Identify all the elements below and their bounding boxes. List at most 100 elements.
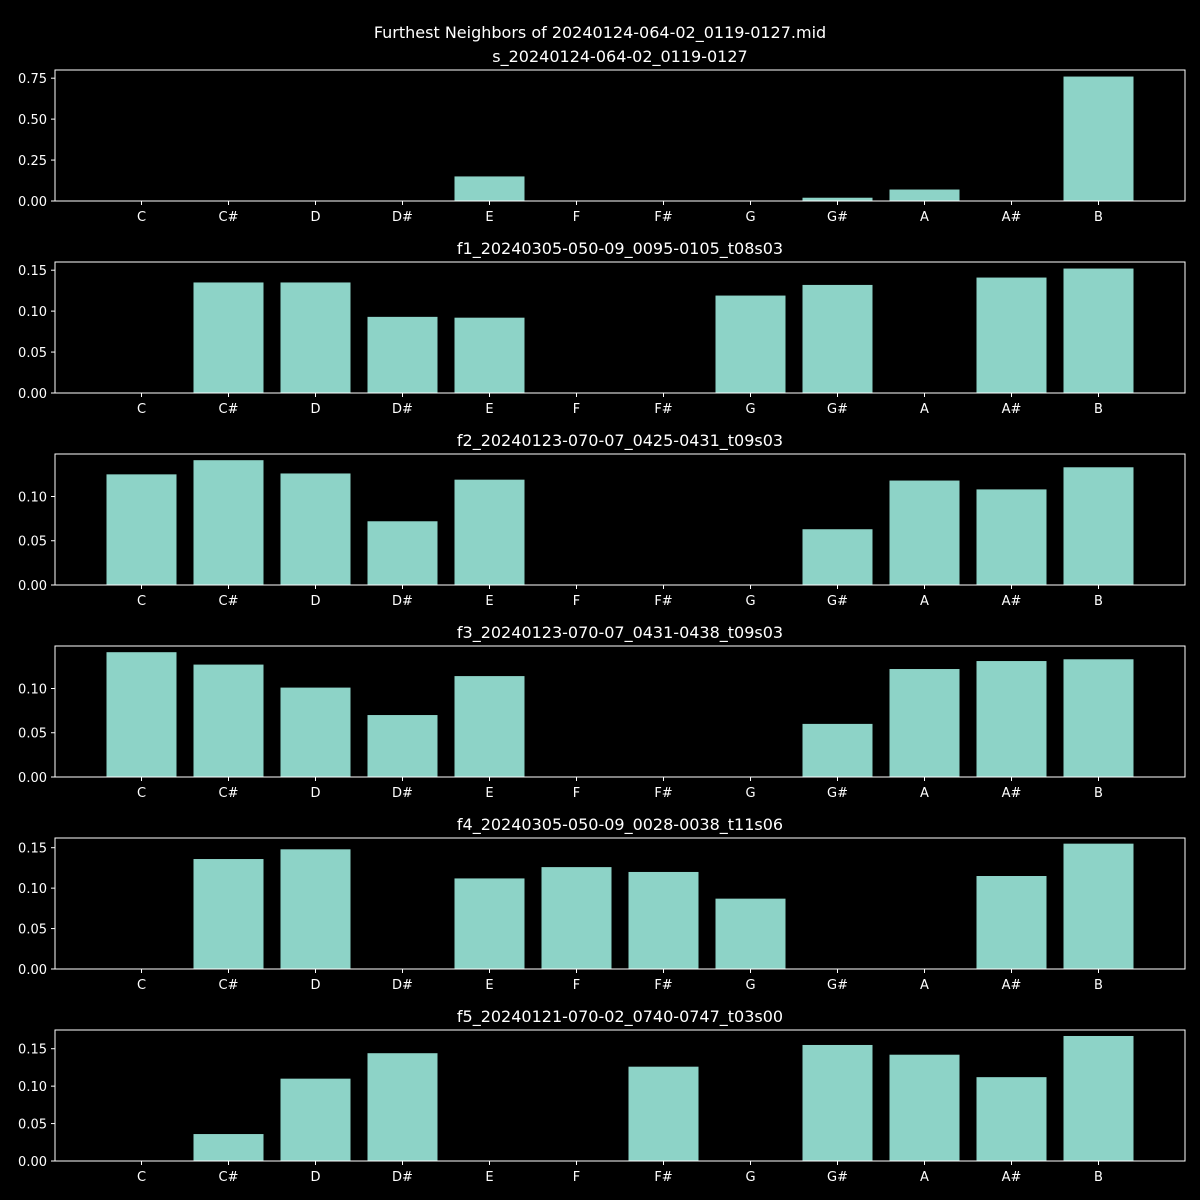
x-tick-label: G# [827, 594, 848, 609]
x-tick-label: G# [827, 786, 848, 801]
subplot-4: f4_20240305-050-09_0028-0038_t11s06 C C# D D… [18, 815, 1186, 993]
x-tick-label: F# [654, 978, 672, 993]
x-tick-label: B [1094, 1170, 1103, 1185]
x-tick-label: B [1094, 786, 1103, 801]
x-tick-label: C# [219, 402, 239, 417]
x-tick-label: G [745, 594, 755, 609]
subplot-title: f3_20240123-070-07_0431-0438_t09s03 [457, 623, 783, 643]
y-tick-label: 0.10 [18, 882, 47, 897]
x-tick-label: D [310, 594, 320, 609]
x-tick-label: C [137, 210, 146, 225]
y-tick-label: 0.10 [18, 490, 47, 505]
x-tick-label: F [573, 978, 580, 993]
bar-C-sharp [193, 282, 264, 393]
x-tick-label: E [485, 402, 493, 417]
x-tick-label: D [310, 402, 320, 417]
bar-G-sharp [802, 1044, 873, 1161]
y-tick-label: 0.75 [18, 72, 47, 87]
x-tick-label: G [745, 786, 755, 801]
x-tick-label: A# [1002, 402, 1022, 417]
y-tick-label: 0.10 [18, 682, 47, 697]
bar-A-sharp [976, 1077, 1047, 1161]
bar-A [889, 480, 960, 585]
x-tick-label: C [137, 786, 146, 801]
bar-A [889, 1054, 960, 1161]
x-tick-label: A# [1002, 210, 1022, 225]
x-tick-label: D# [392, 594, 413, 609]
bar-D-sharp [367, 521, 438, 585]
y-tick-label: 0.15 [18, 842, 47, 857]
bar-E [454, 676, 525, 777]
x-tick-label: A# [1002, 786, 1022, 801]
bar-E [454, 479, 525, 585]
bar-D-sharp [367, 715, 438, 777]
bar-A [889, 669, 960, 777]
y-tick-label: 0.00 [18, 579, 47, 594]
axes-frame [54, 69, 1186, 202]
bar-G-sharp [802, 197, 873, 201]
y-tick-label: 0.15 [18, 264, 47, 279]
x-tick-label: G [745, 402, 755, 417]
x-tick-label: B [1094, 594, 1103, 609]
x-tick-label: A [920, 786, 929, 801]
bar-D-sharp [367, 1053, 438, 1161]
bar-G-sharp [802, 284, 873, 393]
x-tick-label: G# [827, 210, 848, 225]
y-tick-label: 0.15 [18, 1043, 47, 1058]
subplot-title: f2_20240123-070-07_0425-0431_t09s03 [457, 431, 783, 451]
bar-A [889, 189, 960, 201]
y-tick-label: 0.10 [18, 1080, 47, 1095]
x-tick-label: G# [827, 978, 848, 993]
bar-B [1063, 467, 1134, 585]
bar-D [280, 473, 351, 585]
x-tick-label: E [485, 978, 493, 993]
x-tick-label: A# [1002, 1170, 1022, 1185]
y-tick-label: 0.05 [18, 346, 47, 361]
figure-title: Furthest Neighbors of 20240124-064-02_01… [374, 23, 826, 43]
bar-C [106, 474, 177, 585]
bar-G [715, 898, 786, 969]
subplot-1: f1_20240305-050-09_0095-0105_t08s03 C C# D D… [18, 239, 1186, 417]
x-tick-label: A [920, 402, 929, 417]
x-tick-label: D [310, 1170, 320, 1185]
bar-E [454, 878, 525, 969]
y-tick-label: 0.10 [18, 305, 47, 320]
x-tick-label: C# [219, 594, 239, 609]
x-tick-label: F# [654, 402, 672, 417]
x-tick-label: D [310, 210, 320, 225]
x-tick-label: D [310, 786, 320, 801]
axes-frame [54, 1029, 1186, 1162]
y-tick-label: 0.25 [18, 154, 47, 169]
x-tick-label: A [920, 1170, 929, 1185]
bar-D-sharp [367, 316, 438, 393]
bar-A-sharp [976, 489, 1047, 585]
bar-D [280, 687, 351, 777]
x-tick-label: F# [654, 1170, 672, 1185]
bar-D [280, 1078, 351, 1161]
bar-C-sharp [193, 1134, 264, 1161]
subplot-title: s_20240124-064-02_0119-0127 [492, 47, 747, 67]
bar-A-sharp [976, 876, 1047, 969]
x-tick-label: F# [654, 786, 672, 801]
x-tick-label: C# [219, 210, 239, 225]
bar-G-sharp [802, 529, 873, 585]
bar-E [454, 317, 525, 393]
subplot-0: s_20240124-064-02_0119-0127 C C# D D# E F F# G G#… [18, 47, 1186, 225]
subplot-2: f2_20240123-070-07_0425-0431_t09s03 C C# D D… [18, 431, 1186, 609]
x-tick-label: G [745, 978, 755, 993]
x-tick-label: D# [392, 210, 413, 225]
bar-A-sharp [976, 277, 1047, 393]
bar-F-sharp [628, 871, 699, 969]
x-tick-label: D# [392, 1170, 413, 1185]
subplot-panels: s_20240124-064-02_0119-0127 C C# D D# E F F# G G#… [18, 47, 1186, 1185]
x-tick-label: F [573, 786, 580, 801]
bar-G-sharp [802, 723, 873, 777]
x-tick-label: A# [1002, 594, 1022, 609]
bar-E [454, 176, 525, 201]
bar-D [280, 849, 351, 969]
x-tick-label: B [1094, 978, 1103, 993]
y-tick-label: 0.05 [18, 727, 47, 742]
bar-G [715, 295, 786, 393]
subplot-title: f4_20240305-050-09_0028-0038_t11s06 [457, 815, 783, 835]
